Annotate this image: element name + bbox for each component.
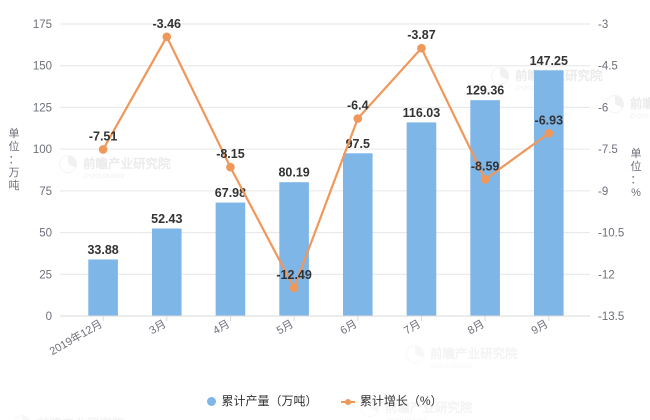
svg-text:-4.5: -4.5	[598, 61, 618, 73]
svg-text:-8.15: -8.15	[216, 147, 245, 161]
svg-text:9月: 9月	[529, 318, 550, 337]
svg-text:-3.87: -3.87	[407, 28, 436, 42]
svg-text:129.36: 129.36	[466, 84, 504, 98]
svg-text:0: 0	[46, 311, 52, 323]
svg-text:3月: 3月	[147, 318, 168, 337]
svg-text:25: 25	[39, 269, 52, 281]
svg-text:147.25: 147.25	[530, 54, 568, 68]
svg-text:-10.5: -10.5	[598, 228, 624, 240]
svg-text:175: 175	[33, 19, 52, 31]
svg-text:52.43: 52.43	[151, 212, 182, 226]
svg-text:-6.4: -6.4	[347, 99, 369, 113]
svg-text:-8.59: -8.59	[471, 159, 500, 173]
svg-text:100: 100	[33, 144, 52, 156]
svg-text:-13.5: -13.5	[598, 311, 624, 323]
svg-text:150: 150	[33, 61, 52, 73]
svg-text:-12: -12	[598, 269, 615, 281]
svg-text:75: 75	[39, 186, 52, 198]
svg-text:-6.93: -6.93	[535, 113, 564, 127]
svg-text:7月: 7月	[402, 318, 423, 337]
svg-text:33.88: 33.88	[87, 243, 118, 257]
svg-text:125: 125	[33, 102, 52, 114]
svg-text:-3.46: -3.46	[153, 17, 182, 31]
svg-text:2019年12月: 2019年12月	[47, 316, 105, 357]
svg-text:50: 50	[39, 228, 52, 240]
svg-text:6月: 6月	[338, 318, 359, 337]
svg-text:-7.51: -7.51	[89, 129, 118, 143]
svg-text:-12.49: -12.49	[276, 268, 311, 282]
svg-text:8月: 8月	[466, 318, 487, 337]
svg-text:4月: 4月	[211, 318, 232, 337]
svg-text:5月: 5月	[275, 318, 296, 337]
svg-text:-3: -3	[598, 19, 608, 31]
svg-text:80.19: 80.19	[278, 166, 309, 180]
svg-text:-7.5: -7.5	[598, 144, 618, 156]
svg-text:-6: -6	[598, 102, 608, 114]
svg-text:116.03: 116.03	[403, 106, 441, 120]
svg-text:-9: -9	[598, 186, 608, 198]
